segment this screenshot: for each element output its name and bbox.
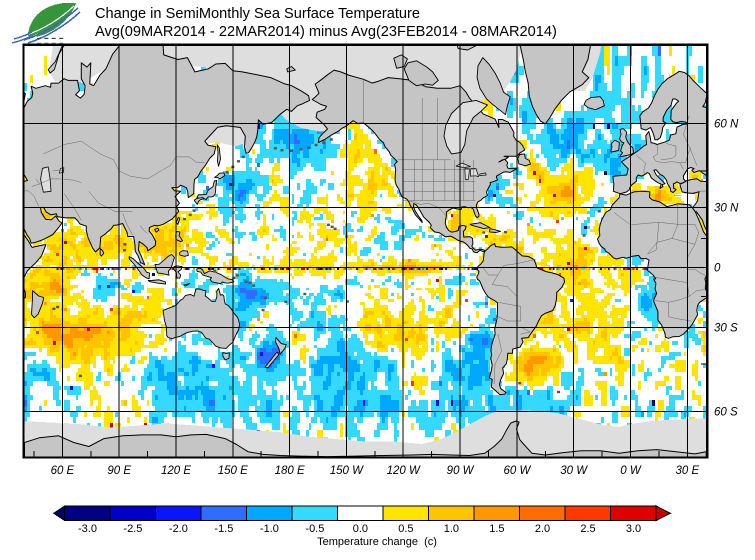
svg-text:1.5: 1.5 — [489, 523, 504, 535]
svg-text:-1.5: -1.5 — [214, 523, 233, 535]
svg-text:90 E: 90 E — [107, 465, 131, 477]
svg-text:▬▬▬▬: ▬▬▬▬ — [37, 35, 67, 40]
svg-text:2.5: 2.5 — [580, 523, 595, 535]
svg-text:0 W: 0 W — [620, 465, 642, 477]
svg-text:30 W: 30 W — [560, 465, 588, 477]
svg-text:0.5: 0.5 — [398, 523, 413, 535]
svg-text:60 W: 60 W — [503, 465, 531, 477]
svg-text:60 E: 60 E — [51, 465, 75, 477]
svg-text:3.0: 3.0 — [626, 523, 641, 535]
svg-text:90 W: 90 W — [447, 465, 475, 477]
svg-text:Avg(09MAR2014 - 22MAR2014) min: Avg(09MAR2014 - 22MAR2014) minus Avg(23F… — [95, 24, 557, 40]
svg-text:▬▬▬▬: ▬▬▬▬ — [37, 40, 67, 45]
svg-text:-1.0: -1.0 — [260, 523, 279, 535]
svg-text:0.0: 0.0 — [353, 523, 368, 535]
svg-text:-0.5: -0.5 — [305, 523, 324, 535]
svg-text:150 E: 150 E — [218, 465, 248, 477]
svg-text:1.0: 1.0 — [444, 523, 459, 535]
svg-text:30 S: 30 S — [714, 323, 738, 335]
svg-text:0: 0 — [714, 262, 721, 274]
svg-text:Change in SemiMonthly Sea Surf: Change in SemiMonthly Sea Surface Temper… — [95, 6, 420, 22]
svg-text:120 E: 120 E — [161, 465, 191, 477]
svg-text:-2.0: -2.0 — [169, 523, 188, 535]
svg-text:30 E: 30 E — [675, 465, 699, 477]
svg-text:2.0: 2.0 — [535, 523, 550, 535]
svg-text:Temperature change (c): Temperature change (c) — [317, 536, 437, 548]
svg-text:-2.5: -2.5 — [123, 523, 142, 535]
svg-text:150 W: 150 W — [330, 465, 364, 477]
svg-text:-3.0: -3.0 — [78, 523, 97, 535]
svg-text:60 N: 60 N — [714, 118, 739, 130]
svg-text:120 W: 120 W — [387, 465, 421, 477]
svg-text:30 N: 30 N — [714, 202, 739, 214]
svg-text:60 S: 60 S — [714, 406, 738, 418]
svg-text:180 E: 180 E — [275, 465, 305, 477]
